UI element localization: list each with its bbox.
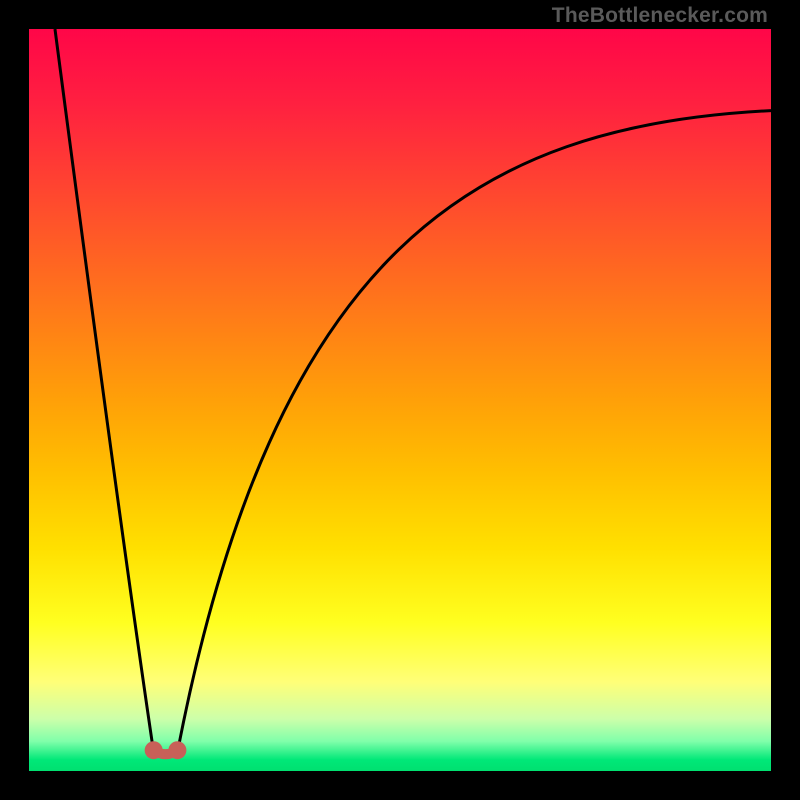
curve-overlay <box>29 29 771 771</box>
watermark-text: TheBottlenecker.com <box>552 4 768 28</box>
chart-container: TheBottlenecker.com <box>0 0 800 800</box>
plot-area <box>29 29 771 771</box>
